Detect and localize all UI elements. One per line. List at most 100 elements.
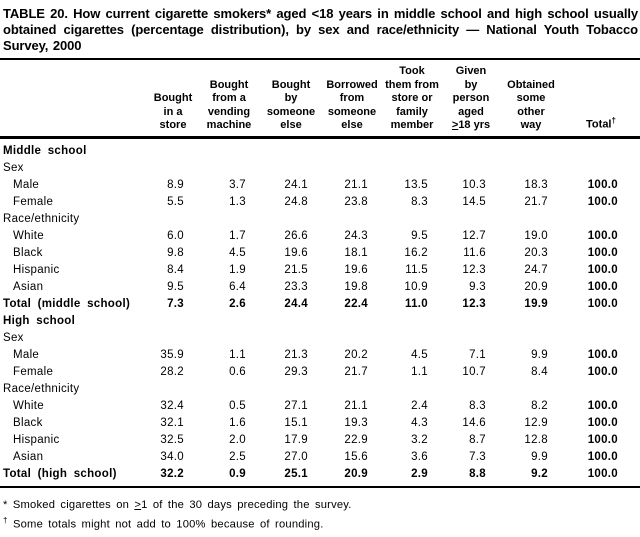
cell-value: 6.0 <box>167 230 184 242</box>
table-row: Female 5.5 1.3 24.8 23.8 8.3 14.5 21.7 1… <box>0 194 640 211</box>
cell-value: 24.1 <box>284 179 308 191</box>
cell-value: 29.3 <box>284 366 308 378</box>
cell-total: 100.0 <box>587 179 618 191</box>
row-label: Total (middle school) <box>3 298 131 310</box>
asterisk-footnote-marker: * <box>3 498 8 511</box>
cell-value: 22.9 <box>344 434 368 446</box>
cell-value: 8.3 <box>411 196 428 208</box>
cell-value: 0.5 <box>229 400 246 412</box>
cell-value: 11.5 <box>405 264 428 276</box>
cell-value: 24.4 <box>284 298 308 310</box>
footnote-smoked-text-post: 1 of the 30 days preceding the survey. <box>141 498 352 511</box>
cell-value: 10.3 <box>462 179 486 191</box>
cell-value: 21.1 <box>344 400 368 412</box>
cell-total: 100.0 <box>587 247 618 259</box>
column-header-given-by-adult: Given by person aged >18 yrs <box>442 61 500 139</box>
footnote-smoked-text-pre: Smoked cigarettes on <box>7 498 135 511</box>
title-rule <box>0 58 640 60</box>
cell-value: 21.7 <box>524 196 548 208</box>
row-label: Hispanic <box>13 434 60 446</box>
cell-value: 23.8 <box>344 196 368 208</box>
cell-value: 17.9 <box>284 434 308 446</box>
cell-value: 3.6 <box>411 451 428 463</box>
section-label: High school <box>3 315 76 327</box>
cell-total: 100.0 <box>587 281 618 293</box>
cell-value: 1.7 <box>229 230 246 242</box>
table-row: Asian 9.5 6.4 23.3 19.8 10.9 9.3 20.9 10… <box>0 279 640 296</box>
cell-value: 12.3 <box>462 298 486 310</box>
cell-value: 2.9 <box>382 465 442 488</box>
column-header-borrowed: Borrowed from someone else <box>322 61 382 139</box>
cell-value: 23.3 <box>284 281 308 293</box>
row-label: Male <box>13 349 40 361</box>
cell-value: 32.2 <box>148 465 198 488</box>
cell-total: 100.0 <box>587 417 618 429</box>
cell-value: 12.9 <box>524 417 548 429</box>
row-label: Black <box>13 247 43 259</box>
cell-value: 14.6 <box>462 417 486 429</box>
cell-value: 12.8 <box>524 434 548 446</box>
cell-value: 7.3 <box>469 451 486 463</box>
greater-equal-symbol: > <box>134 498 142 511</box>
dagger-footnote-marker: † <box>3 515 8 525</box>
cell-value: 9.8 <box>167 247 184 259</box>
given-header-last-line: >18 yrs <box>442 119 500 133</box>
cell-value: 0.9 <box>198 465 260 488</box>
column-header-row: Bought in a store Bought from a vending … <box>0 61 640 139</box>
row-label: Asian <box>13 281 44 293</box>
cell-value: 1.3 <box>229 196 246 208</box>
cell-value: 21.3 <box>284 349 308 361</box>
cell-value: 20.3 <box>524 247 548 259</box>
cell-value: 1.1 <box>411 366 428 378</box>
total-header-text: Total <box>586 119 612 131</box>
cell-value: 13.5 <box>404 179 428 191</box>
given-header-top-lines: Given by person aged <box>452 65 490 118</box>
table-row: Hispanic 32.5 2.0 17.9 22.9 3.2 8.7 12.8… <box>0 432 640 449</box>
cell-value: 14.5 <box>462 196 486 208</box>
column-header-took-them: Took them from store or family member <box>382 61 442 139</box>
cell-value: 2.5 <box>229 451 246 463</box>
cell-value: 18.1 <box>344 247 368 259</box>
group-label: Sex <box>3 162 24 174</box>
cell-value: 11.0 <box>405 298 428 310</box>
cell-value: 24.3 <box>344 230 368 242</box>
cell-value: 1.6 <box>229 417 246 429</box>
row-label: Black <box>13 417 43 429</box>
cell-value: 3.2 <box>411 434 428 446</box>
cell-value: 18.3 <box>524 179 548 191</box>
cell-total: 100.0 <box>587 349 618 361</box>
cell-value: 9.9 <box>531 451 548 463</box>
cell-value: 1.1 <box>229 349 246 361</box>
table-row-group: Race/ethnicity <box>0 211 640 228</box>
table-row: Male 35.9 1.1 21.3 20.2 4.5 7.1 9.9 100.… <box>0 347 640 364</box>
cell-total: 100.0 <box>562 465 640 488</box>
group-label: Race/ethnicity <box>3 213 80 225</box>
cell-value: 19.6 <box>344 264 368 276</box>
row-label: White <box>13 400 44 412</box>
section-label: Middle school <box>3 145 87 157</box>
cell-value: 28.2 <box>160 366 184 378</box>
cell-value: 21.1 <box>344 179 368 191</box>
table-row-section: Middle school <box>0 137 640 160</box>
row-label: White <box>13 230 44 242</box>
table-row: Hispanic 8.4 1.9 21.5 19.6 11.5 12.3 24.… <box>0 262 640 279</box>
cell-value: 3.7 <box>229 179 246 191</box>
cell-value: 9.2 <box>500 465 562 488</box>
cell-value: 26.6 <box>284 230 308 242</box>
cell-value: 15.1 <box>284 417 308 429</box>
cell-value: 4.5 <box>411 349 428 361</box>
table-row-group: Sex <box>0 330 640 347</box>
cell-value: 12.7 <box>462 230 486 242</box>
row-label: Hispanic <box>13 264 60 276</box>
cell-value: 9.3 <box>469 281 486 293</box>
cell-value: 8.8 <box>442 465 500 488</box>
group-label: Race/ethnicity <box>3 383 80 395</box>
cell-total: 100.0 <box>587 366 618 378</box>
cell-value: 12.3 <box>462 264 486 276</box>
row-label: Female <box>13 366 54 378</box>
cell-total: 100.0 <box>587 264 618 276</box>
cell-value: 19.6 <box>284 247 308 259</box>
row-label: Female <box>13 196 54 208</box>
column-header-bought-by-someone-else: Bought by someone else <box>260 61 322 139</box>
